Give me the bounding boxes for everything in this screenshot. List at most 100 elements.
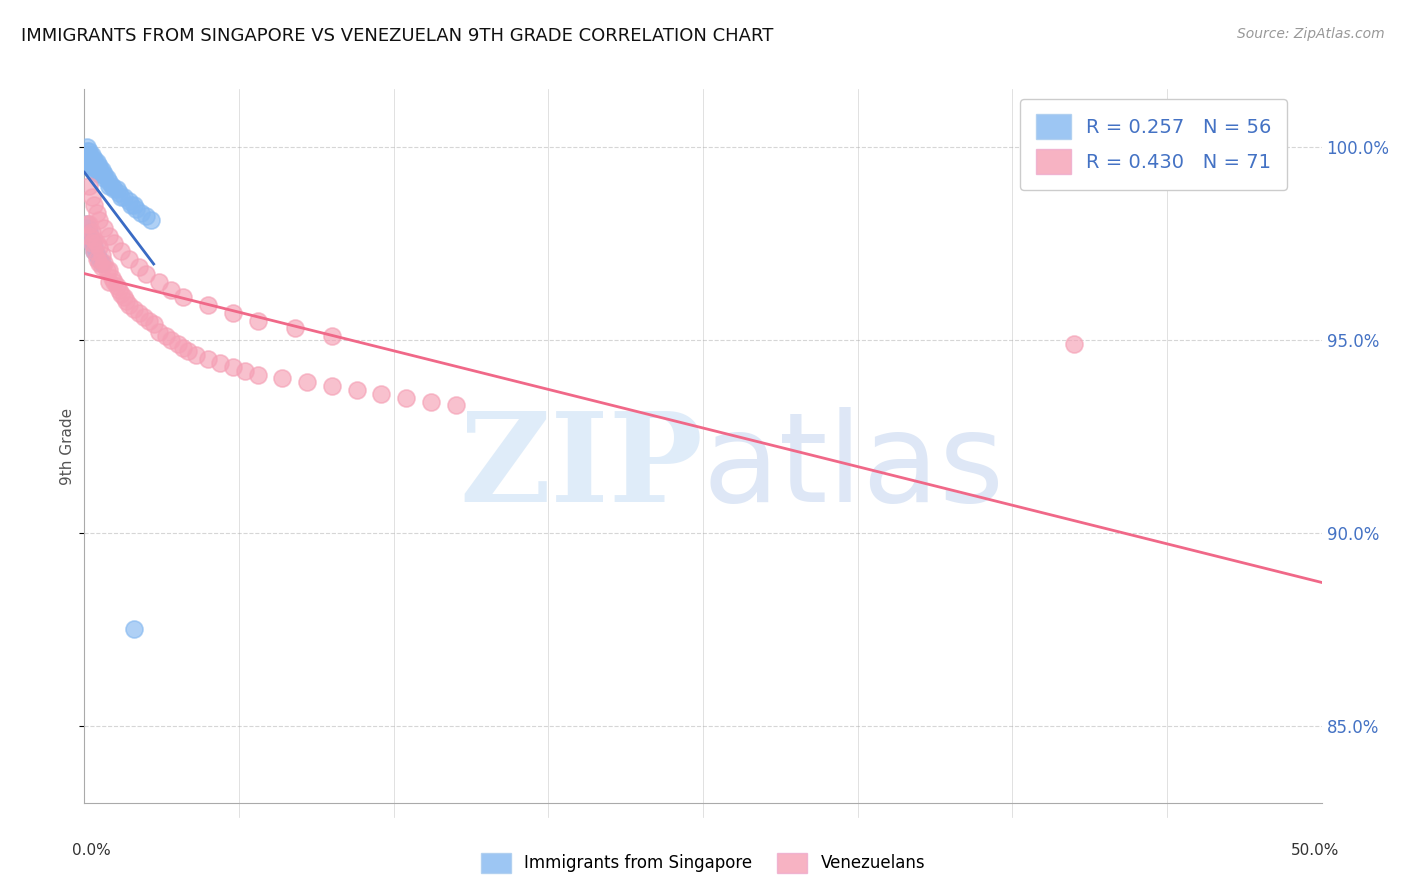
Point <box>321 329 343 343</box>
Point <box>284 321 307 335</box>
Text: 50.0%: 50.0% <box>1291 843 1339 858</box>
Point <box>184 348 207 362</box>
Point <box>89 163 111 178</box>
Point <box>86 252 108 266</box>
Point <box>108 186 131 201</box>
Point <box>80 155 103 169</box>
Point <box>135 268 157 282</box>
Point <box>103 236 125 251</box>
Point <box>89 213 111 227</box>
Point <box>79 228 101 243</box>
Point <box>233 364 256 378</box>
Point <box>79 144 101 158</box>
Legend: Immigrants from Singapore, Venezuelans: Immigrants from Singapore, Venezuelans <box>474 847 932 880</box>
Point <box>93 256 115 270</box>
Point <box>90 167 112 181</box>
Point <box>86 205 108 219</box>
Point <box>80 236 103 251</box>
Point <box>83 152 105 166</box>
Point <box>142 318 165 332</box>
Text: Source: ZipAtlas.com: Source: ZipAtlas.com <box>1237 27 1385 41</box>
Point <box>86 163 108 178</box>
Point <box>105 279 128 293</box>
Point <box>103 182 125 196</box>
Point <box>80 190 103 204</box>
Point <box>93 167 115 181</box>
Point <box>80 233 103 247</box>
Point <box>80 159 103 173</box>
Point <box>108 283 131 297</box>
Point <box>209 356 232 370</box>
Point <box>76 155 98 169</box>
Point <box>135 210 157 224</box>
Point <box>115 294 138 309</box>
Point <box>96 263 118 277</box>
Point <box>83 240 105 254</box>
Point <box>76 217 98 231</box>
Point <box>90 248 112 262</box>
Point <box>118 252 141 266</box>
Point <box>167 336 190 351</box>
Point <box>172 291 194 305</box>
Point <box>222 306 245 320</box>
Point <box>80 225 103 239</box>
Point <box>177 344 200 359</box>
Point <box>79 152 101 166</box>
Point <box>79 178 101 193</box>
Point <box>83 233 105 247</box>
Point <box>80 236 103 251</box>
Point <box>132 310 155 324</box>
Point <box>76 221 98 235</box>
Point <box>96 170 118 185</box>
Point <box>86 248 108 262</box>
Point <box>160 283 183 297</box>
Point <box>76 217 98 231</box>
Point <box>141 213 163 227</box>
Point <box>100 271 122 285</box>
Point <box>118 194 141 208</box>
Point <box>105 182 128 196</box>
Point <box>76 148 98 162</box>
Point <box>246 368 269 382</box>
Point <box>295 376 318 390</box>
Point <box>86 236 108 251</box>
Point <box>90 256 112 270</box>
Point <box>370 387 392 401</box>
Point <box>83 163 105 178</box>
Point <box>160 333 183 347</box>
Point <box>172 341 194 355</box>
Point <box>419 394 441 409</box>
Point <box>80 152 103 166</box>
Point <box>197 352 219 367</box>
Point <box>98 178 121 193</box>
Point <box>79 225 101 239</box>
Point <box>76 152 98 166</box>
Point <box>138 313 160 327</box>
Point <box>246 313 269 327</box>
Point <box>98 228 121 243</box>
Point <box>122 301 145 316</box>
Point <box>122 198 145 212</box>
Point <box>89 256 111 270</box>
Point <box>80 148 103 162</box>
Point <box>98 175 121 189</box>
Point <box>79 148 101 162</box>
Legend: R = 0.257   N = 56, R = 0.430   N = 71: R = 0.257 N = 56, R = 0.430 N = 71 <box>1021 99 1286 190</box>
Point <box>112 190 135 204</box>
Point <box>90 260 112 274</box>
Point <box>89 167 111 181</box>
Point <box>1063 336 1085 351</box>
Point <box>129 205 152 219</box>
Point <box>90 163 112 178</box>
Point <box>98 275 121 289</box>
Point <box>83 155 105 169</box>
Point <box>83 244 105 259</box>
Point <box>100 178 122 193</box>
Point <box>148 325 170 339</box>
Point <box>79 217 101 231</box>
Point <box>89 240 111 254</box>
Point <box>76 144 98 158</box>
Point <box>79 228 101 243</box>
Point <box>110 286 132 301</box>
Point <box>93 221 115 235</box>
